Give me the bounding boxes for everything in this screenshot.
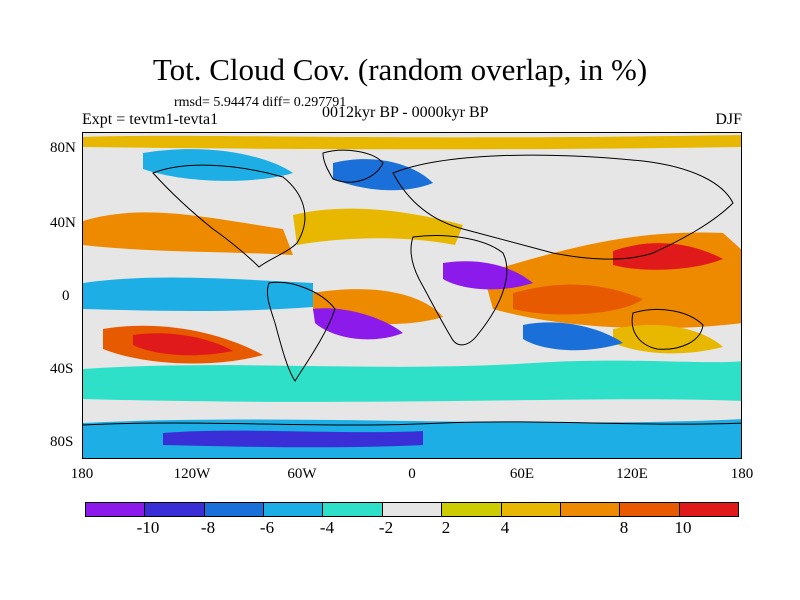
colorbar: [85, 502, 739, 517]
coast-greenland: [322, 149, 384, 183]
cool-band-tropical-pacific: [83, 277, 313, 311]
cool-core-africa: [443, 261, 533, 290]
plot-title: Tot. Cloud Cov. (random overlap, in %): [152, 52, 648, 87]
lon-label-120w: 120W: [173, 466, 211, 482]
coast-north-america: [152, 164, 306, 268]
colorbar-label: -2: [378, 518, 394, 537]
cool-patch-north-pacific: [143, 149, 293, 181]
lat-label-80s: 80S: [50, 434, 74, 450]
colorbar-label: -6: [259, 518, 275, 537]
colorbar-swatch: [323, 503, 383, 516]
map-field: [83, 135, 741, 458]
colorbar-label: -8: [200, 518, 216, 537]
lon-label-0: 0: [408, 466, 416, 482]
colorbar-swatch: [620, 503, 680, 516]
lat-label-80n: 80N: [50, 140, 76, 156]
lon-label-180e: 180: [730, 466, 754, 482]
colorbar-label: 10: [674, 518, 692, 537]
colorbar-label: 8: [619, 518, 629, 537]
anomaly-field: [83, 135, 741, 458]
warm-core-south-pacific: [133, 333, 233, 356]
lon-label-60e: 60E: [509, 466, 535, 482]
hot-core-west-pacific: [613, 243, 723, 270]
lon-label-120e: 120E: [616, 466, 648, 482]
colorbar-swatch: [501, 503, 561, 516]
warm-band-north-pacific: [83, 212, 293, 255]
colorbar-label: 2: [441, 518, 451, 537]
cool-patch-indian-ocean: [523, 322, 623, 351]
period-label: 0012kyr BP - 0000kyr BP: [322, 104, 489, 121]
coast-eurasia: [392, 154, 734, 260]
coastlines: [83, 149, 741, 426]
coast-south-america: [266, 281, 336, 382]
cloud-cover-map: [82, 132, 742, 459]
colorbar-swatch: [382, 503, 443, 516]
experiment-label: Expt = tevtm1-tevta1: [82, 111, 219, 128]
warm-strip-arctic: [83, 135, 741, 150]
coast-australia: [631, 308, 704, 350]
colorbar-swatch: [679, 503, 738, 516]
lon-label-60w: 60W: [287, 466, 317, 482]
coast-antarctica: [83, 421, 741, 426]
warm-patch-australia: [613, 325, 723, 354]
colorbar-swatch: [442, 503, 502, 516]
colorbar-label: -10: [136, 518, 160, 537]
colorbar-swatch: [145, 503, 205, 516]
stats-line: rmsd= 5.94474 diff= 0.297791: [174, 95, 347, 110]
cool-core-south-america: [313, 308, 403, 340]
colorbar-swatch: [204, 503, 265, 516]
colorbar-label: -4: [319, 518, 335, 537]
lon-label-180w: 180: [70, 466, 94, 482]
cool-patch-north-atlantic: [333, 159, 433, 191]
colorbar-swatch: [264, 503, 324, 516]
coast-africa: [410, 235, 508, 346]
hot-core-indian: [513, 284, 643, 315]
colorbar-swatch: [560, 503, 621, 516]
warm-band-north-atlantic: [293, 208, 463, 245]
cool-core-antarctic: [163, 430, 423, 448]
season-label: DJF: [715, 111, 742, 128]
cool-band-southern-ocean: [83, 360, 741, 402]
lat-label-40s: 40S: [50, 361, 74, 377]
lat-label-equator: 0: [62, 288, 70, 304]
colorbar-label: 4: [500, 518, 510, 537]
lat-label-40n: 40N: [50, 215, 76, 231]
colorbar-swatch: [86, 503, 146, 516]
